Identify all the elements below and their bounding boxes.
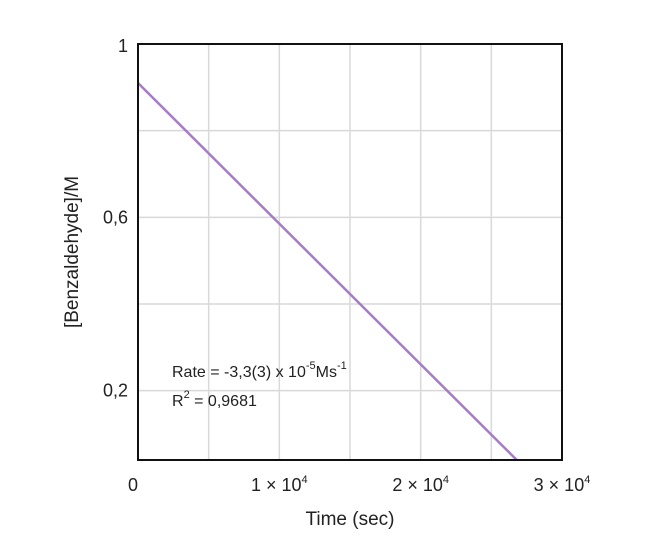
y-axis-title: [Benzaldehyde]/M	[62, 176, 83, 328]
x-tick-label: 2 × 104	[392, 474, 449, 495]
x-tick-label: 1 × 104	[251, 474, 308, 495]
x-axis-title: Time (sec)	[305, 509, 394, 530]
y-tick-label: 0,2	[103, 381, 128, 401]
rate-unit-exponent: -1	[337, 360, 347, 372]
fit-annotation: Rate = -3,3(3) x 10-5Ms-1 R2 = 0,9681	[172, 360, 347, 410]
r2-value: = 0,9681	[190, 393, 257, 410]
y-tick-label: 0,6	[103, 207, 128, 227]
x-axis-ticks: 0 1 × 104 2 × 104 3 × 104	[128, 474, 590, 495]
rate-exponent: -5	[306, 360, 316, 372]
grid-lines	[138, 44, 562, 460]
series-layer	[137, 82, 518, 461]
series-line	[137, 82, 518, 461]
r2-exponent: 2	[184, 389, 190, 401]
plot-area-frame	[137, 43, 563, 461]
rate-prefix: Rate = -3,3(3) x 10	[172, 364, 306, 381]
y-tick-label: 1	[118, 36, 128, 56]
y-axis-ticks: 0,2 0,6 1	[103, 36, 128, 401]
rate-unit: Ms	[316, 364, 337, 381]
x-tick-label: 0	[128, 475, 138, 495]
x-tick-label: 3 × 104	[534, 474, 591, 495]
r2-prefix: R	[172, 393, 184, 410]
rate-annotation: Rate = -3,3(3) x 10-5Ms-1	[172, 360, 347, 381]
r-squared-annotation: R2 = 0,9681	[172, 389, 257, 410]
